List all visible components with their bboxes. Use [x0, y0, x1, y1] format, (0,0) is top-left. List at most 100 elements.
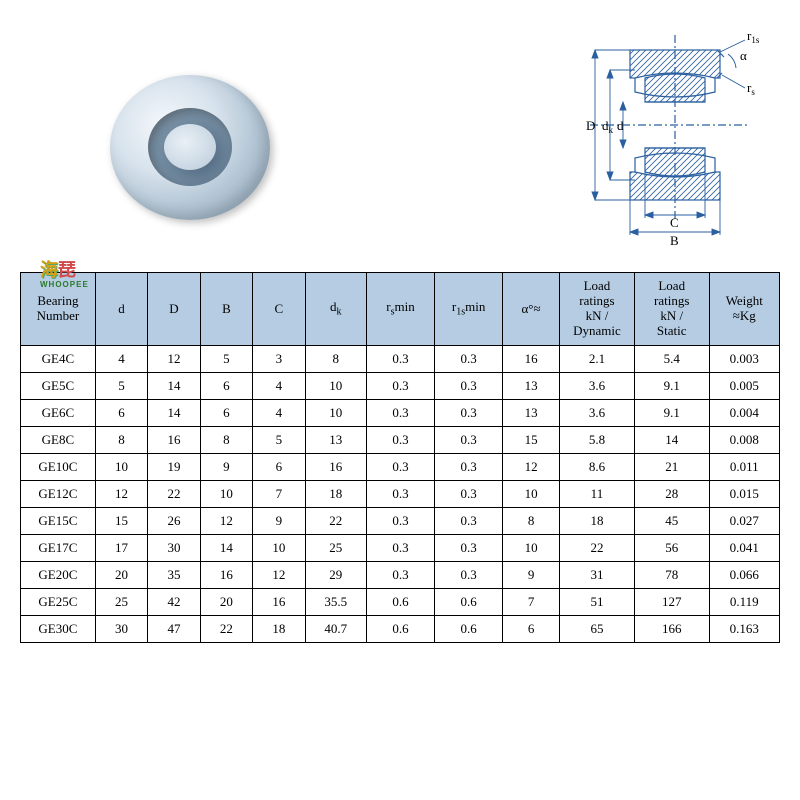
table-cell: 22 [305, 508, 366, 535]
table-cell: GE6C [21, 400, 96, 427]
table-cell: 3 [253, 346, 305, 373]
table-cell: 9 [253, 508, 305, 535]
table-cell: 7 [253, 481, 305, 508]
table-cell: 20 [95, 562, 147, 589]
table-cell: GE12C [21, 481, 96, 508]
table-cell: 12 [253, 562, 305, 589]
table-cell: 40.7 [305, 616, 366, 643]
table-cell: 22 [200, 616, 252, 643]
table-cell: 127 [634, 589, 709, 616]
table-cell: 14 [148, 400, 200, 427]
column-header: B [200, 273, 252, 346]
table-cell: 0.3 [366, 427, 434, 454]
table-cell: 22 [148, 481, 200, 508]
table-row: GE4C4125380.30.3162.15.40.003 [21, 346, 780, 373]
table-cell: 4 [95, 346, 147, 373]
table-cell: GE25C [21, 589, 96, 616]
table-cell: 26 [148, 508, 200, 535]
table-cell: 0.008 [709, 427, 779, 454]
table-row: GE25C2542201635.50.60.67511270.119 [21, 589, 780, 616]
brand-logo: 海琵 WHOOPEE [40, 256, 89, 289]
table-cell: 0.066 [709, 562, 779, 589]
table-cell: 12 [148, 346, 200, 373]
table-cell: 11 [560, 481, 635, 508]
table-cell: 14 [148, 373, 200, 400]
svg-text:r1s: r1s [747, 28, 760, 45]
table-cell: 0.3 [435, 373, 503, 400]
table-cell: 0.011 [709, 454, 779, 481]
table-row: GE30C3047221840.70.60.66651660.163 [21, 616, 780, 643]
table-cell: 9.1 [634, 373, 709, 400]
table-cell: GE8C [21, 427, 96, 454]
table-cell: 16 [148, 427, 200, 454]
table-cell: 65 [560, 616, 635, 643]
table-cell: 35.5 [305, 589, 366, 616]
table-cell: 8 [503, 508, 560, 535]
table-cell: 47 [148, 616, 200, 643]
column-header: Weight≈Kg [709, 273, 779, 346]
table-cell: 56 [634, 535, 709, 562]
table-cell: 8 [95, 427, 147, 454]
table-cell: 6 [503, 616, 560, 643]
table-row: GE17C17301410250.30.31022560.041 [21, 535, 780, 562]
table-cell: 16 [503, 346, 560, 373]
table-cell: 8 [305, 346, 366, 373]
table-cell: GE10C [21, 454, 96, 481]
table-cell: 0.3 [435, 562, 503, 589]
table-cell: 0.3 [435, 535, 503, 562]
table-cell: 29 [305, 562, 366, 589]
top-section: D dk d C B r1s rs α 海琵 WHOOPEE [0, 0, 800, 272]
column-header: α°≈ [503, 273, 560, 346]
table-cell: 6 [200, 373, 252, 400]
table-cell: 0.3 [366, 400, 434, 427]
table-cell: 6 [200, 400, 252, 427]
table-cell: 0.6 [366, 589, 434, 616]
table-row: GE12C1222107180.30.31011280.015 [21, 481, 780, 508]
table-cell: 18 [305, 481, 366, 508]
table-cell: 5 [95, 373, 147, 400]
table-cell: 10 [200, 481, 252, 508]
table-cell: 14 [634, 427, 709, 454]
spec-table: BearingNumberdDBCdkrsminr1sminα°≈Loadrat… [20, 272, 780, 643]
table-row: GE10C101996160.30.3128.6210.011 [21, 454, 780, 481]
table-cell: 0.005 [709, 373, 779, 400]
table-cell: 21 [634, 454, 709, 481]
table-cell: 16 [253, 589, 305, 616]
table-cell: 13 [503, 400, 560, 427]
column-header: dk [305, 273, 366, 346]
table-cell: 12 [503, 454, 560, 481]
table-cell: 0.3 [435, 454, 503, 481]
table-cell: 5.8 [560, 427, 635, 454]
table-cell: 31 [560, 562, 635, 589]
table-cell: GE15C [21, 508, 96, 535]
table-cell: GE20C [21, 562, 96, 589]
table-cell: 0.3 [435, 346, 503, 373]
table-cell: 0.6 [435, 589, 503, 616]
table-cell: 0.3 [435, 400, 503, 427]
table-cell: 30 [148, 535, 200, 562]
table-cell: 16 [200, 562, 252, 589]
table-cell: GE30C [21, 616, 96, 643]
table-cell: 0.3 [366, 535, 434, 562]
table-cell: 12 [200, 508, 252, 535]
table-cell: 10 [253, 535, 305, 562]
table-cell: GE17C [21, 535, 96, 562]
table-cell: 18 [253, 616, 305, 643]
dim-label-B: B [670, 233, 679, 248]
dim-label-C: C [670, 215, 679, 230]
table-cell: 5 [200, 346, 252, 373]
table-cell: 8 [200, 427, 252, 454]
table-cell: 12 [95, 481, 147, 508]
table-row: GE20C20351612290.30.3931780.066 [21, 562, 780, 589]
column-header: r1smin [435, 273, 503, 346]
table-cell: 0.3 [366, 346, 434, 373]
dim-label-D: D [586, 118, 595, 133]
table-cell: 22 [560, 535, 635, 562]
table-cell: 9.1 [634, 400, 709, 427]
table-cell: 15 [95, 508, 147, 535]
table-cell: 42 [148, 589, 200, 616]
table-cell: 6 [95, 400, 147, 427]
table-cell: 78 [634, 562, 709, 589]
table-cell: 15 [503, 427, 560, 454]
table-row: GE6C61464100.30.3133.69.10.004 [21, 400, 780, 427]
